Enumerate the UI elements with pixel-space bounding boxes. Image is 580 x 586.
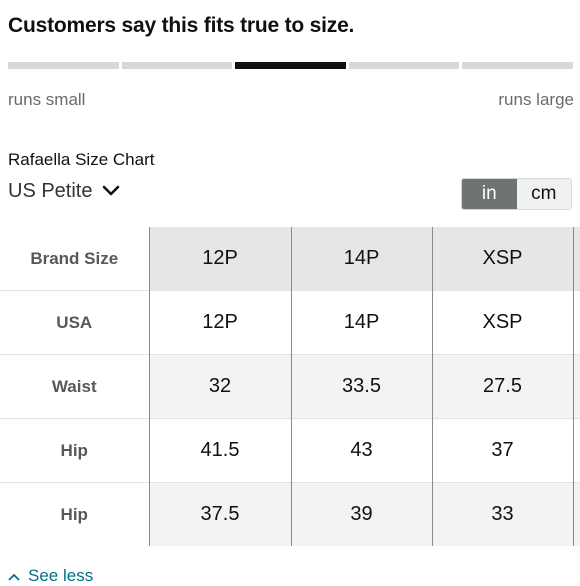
size-chart-table: Brand Size 12P 14P XSP USA 12P 14P XSP W… [0, 227, 580, 546]
fit-bar-segment-3 [235, 62, 346, 69]
column-header: 14P [291, 227, 433, 291]
chevron-up-icon [8, 566, 20, 586]
unit-in-button[interactable]: in [462, 179, 517, 209]
size-chart-title: Rafaella Size Chart [8, 150, 155, 169]
table-cell: 14P [291, 290, 433, 355]
table-cell: 39 [291, 482, 433, 546]
fit-bar-segment-5 [462, 62, 573, 69]
table-row: Hip 37.5 39 33 [0, 482, 580, 546]
table-cell: 37 [432, 418, 574, 483]
region-dropdown-label: US Petite [8, 180, 93, 202]
table-cell: XSP [432, 290, 574, 355]
table-row: Waist 32 33.5 27.5 [0, 354, 580, 419]
table-cell-overflow [573, 354, 580, 419]
header-brand-size: Brand Size [0, 227, 150, 291]
see-less-link[interactable]: See less [8, 566, 93, 586]
row-label: Hip [0, 418, 150, 483]
fit-label-small: runs small [8, 90, 86, 109]
column-header: 12P [149, 227, 292, 291]
unit-cm-button[interactable]: cm [516, 179, 571, 209]
table-cell: 43 [291, 418, 433, 483]
fit-bar-segment-1 [8, 62, 119, 69]
table-cell-overflow [573, 482, 580, 546]
table-cell: 27.5 [432, 354, 574, 419]
table-cell: 32 [149, 354, 292, 419]
table-row: USA 12P 14P XSP [0, 290, 580, 355]
chevron-down-icon [102, 180, 120, 203]
table-cell: 41.5 [149, 418, 292, 483]
table-cell: 12P [149, 290, 292, 355]
table-cell-overflow [573, 418, 580, 483]
table-cell: 37.5 [149, 482, 292, 546]
fit-bar-segment-2 [122, 62, 232, 69]
row-label: Waist [0, 354, 150, 419]
region-dropdown[interactable]: US Petite [8, 180, 120, 203]
fit-label-large: runs large [498, 90, 574, 109]
table-cell-overflow [573, 290, 580, 355]
column-header-overflow [573, 227, 580, 291]
fit-title: Customers say this fits true to size. [8, 14, 355, 37]
table-row: Hip 41.5 43 37 [0, 418, 580, 483]
column-header: XSP [432, 227, 574, 291]
table-cell: 33.5 [291, 354, 433, 419]
row-label: USA [0, 290, 150, 355]
row-label: Hip [0, 482, 150, 546]
see-less-label: See less [28, 566, 94, 585]
table-cell: 33 [432, 482, 574, 546]
table-header-row: Brand Size 12P 14P XSP [0, 227, 580, 291]
unit-toggle: in cm [461, 178, 572, 210]
fit-bar-segment-4 [349, 62, 459, 69]
